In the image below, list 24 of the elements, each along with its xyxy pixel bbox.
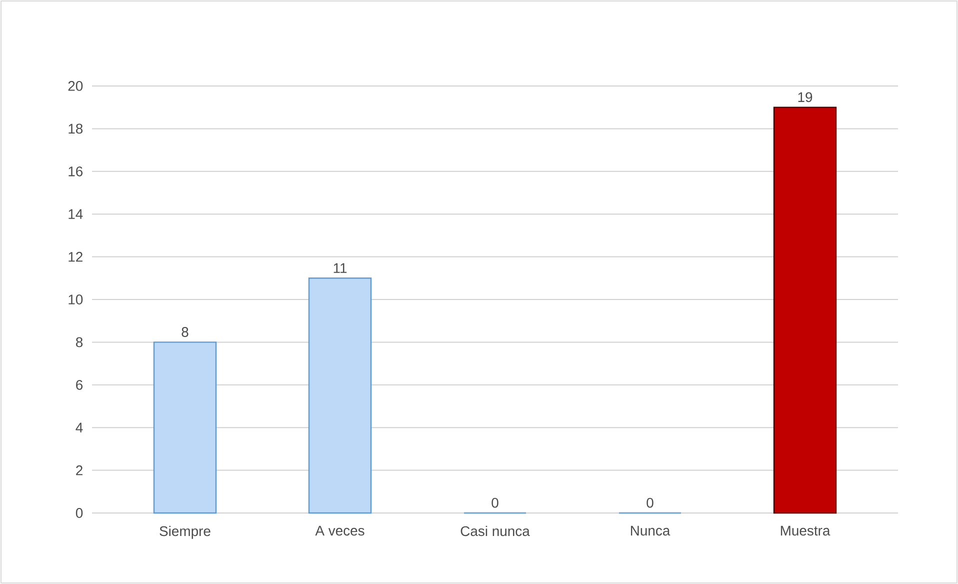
y-tick-label: 8 — [76, 337, 83, 348]
y-tick-label: 16 — [68, 166, 83, 176]
bar — [153, 342, 217, 514]
x-tick-label: Casi nunca — [460, 526, 530, 536]
data-label: 8 — [182, 327, 188, 337]
y-tick-label: 10 — [68, 294, 83, 304]
y-tick-label: 6 — [76, 380, 83, 390]
x-tick-label: Siempre — [160, 526, 210, 539]
x-tick-label: A veces — [315, 526, 364, 536]
y-tick-label: 2 — [76, 465, 82, 476]
bar — [773, 106, 837, 514]
y-tick-label: 20 — [68, 81, 83, 91]
data-label: 0 — [646, 498, 654, 508]
data-label: 11 — [334, 263, 347, 273]
x-tick-label: Muestra — [780, 526, 830, 536]
y-tick-label: 4 — [76, 422, 83, 432]
y-tick-label: 14 — [68, 209, 83, 219]
y-tick-label: 0 — [76, 508, 83, 518]
y-tick-label: 12 — [68, 252, 82, 262]
y-tick-label: 18 — [68, 124, 83, 134]
x-tick-label: Nunca — [630, 526, 670, 536]
data-label: 19 — [798, 92, 812, 102]
bar — [308, 278, 372, 514]
data-label: 0 — [492, 498, 498, 508]
